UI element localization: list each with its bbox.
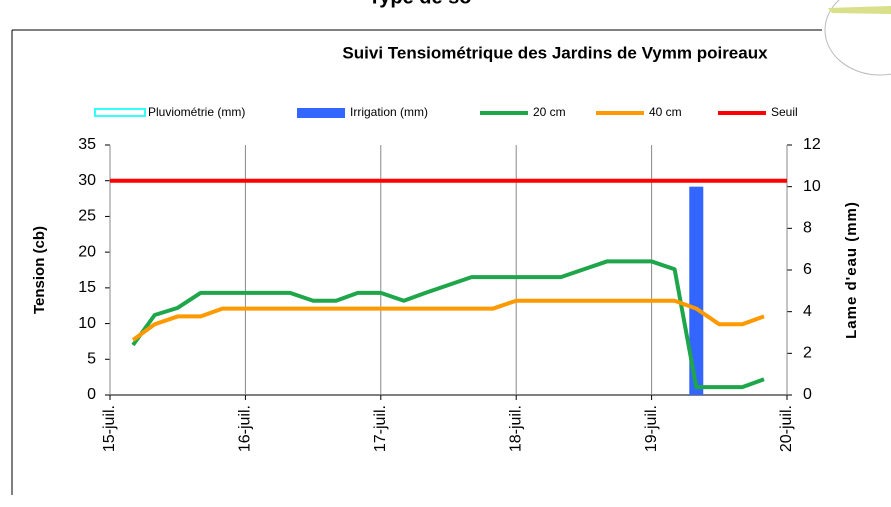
y2-axis-label: Lame d'eau (mm)	[843, 201, 860, 339]
y-tick-label: 30	[78, 172, 96, 189]
x-tick-label: 17-juil.	[372, 405, 389, 452]
y2-tick-label: 6	[803, 261, 812, 278]
y2-tick-label: 12	[803, 136, 821, 153]
y2-tick-label: 2	[803, 345, 812, 362]
y-tick-label: 5	[87, 351, 96, 368]
page: Type de so Suivi Tensiométrique des Jard…	[0, 0, 891, 507]
x-tick-label: 19-juil.	[643, 405, 660, 452]
legend: Pluviométrie (mm) Irrigation (mm) 20 cm 40 …	[95, 105, 798, 119]
y-axis-label: Tension (cb)	[31, 226, 48, 314]
y2-tick-label: 4	[803, 303, 812, 320]
legend-label: 40 cm	[649, 105, 682, 119]
page-title: Type de so	[369, 0, 472, 8]
y-tick-label: 0	[87, 386, 96, 403]
y-tick-label: 20	[78, 243, 96, 260]
line	[133, 261, 764, 387]
legend-swatch	[95, 109, 145, 116]
legend-label: Pluviométrie (mm)	[148, 105, 245, 119]
chart: Type de so Suivi Tensiométrique des Jard…	[0, 0, 891, 507]
legend-swatch	[297, 108, 345, 118]
y2-tick-label: 0	[803, 386, 812, 403]
x-tick-label: 18-juil.	[507, 405, 524, 452]
y-tick-label: 10	[78, 315, 96, 332]
x-tick-label: 20-juil.	[778, 405, 795, 452]
x-tick-label: 16-juil.	[237, 405, 254, 452]
chart-title: Suivi Tensiométrique des Jardins de Vymm…	[342, 43, 768, 62]
x-tick-label: 15-juil.	[101, 405, 118, 452]
legend-label: Irrigation (mm)	[350, 105, 428, 119]
legend-label: 20 cm	[533, 105, 566, 119]
y-tick-label: 15	[78, 279, 96, 296]
line	[133, 301, 764, 340]
y2-tick-label: 10	[803, 178, 821, 195]
y-tick-label: 25	[78, 208, 96, 225]
y-tick-label: 35	[78, 136, 96, 153]
legend-label: Seuil	[771, 105, 798, 119]
y2-tick-label: 8	[803, 220, 812, 237]
